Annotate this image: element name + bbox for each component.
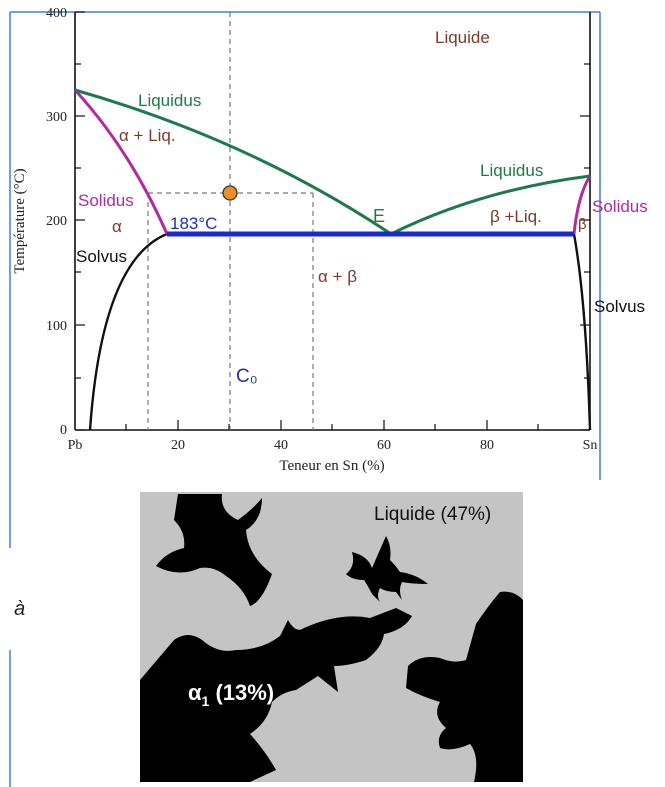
solvus-left-curve — [88, 232, 168, 431]
x-ticks — [125, 420, 539, 430]
region-alpha-beta: α + β — [318, 267, 357, 286]
dendrite-right — [406, 591, 523, 782]
region-alpha: α — [112, 217, 122, 236]
solid-label-subscript: 1 — [202, 693, 210, 709]
liquidus-right-curve — [390, 174, 591, 236]
region-beta: β — [578, 216, 587, 233]
composition-point — [222, 185, 238, 201]
region-beta-liq: β +Liq. — [490, 207, 542, 226]
solidus-right-curve — [572, 175, 592, 235]
region-liquide: Liquide — [435, 28, 490, 47]
label-liquidus-left: Liquidus — [138, 91, 201, 110]
label-solvus-right: Solvus — [594, 297, 645, 316]
label-solidus-right: Solidus — [592, 197, 648, 216]
x-tick-label-80: 80 — [480, 438, 494, 453]
dendrite-top-left — [156, 494, 272, 606]
dendrite-large-center — [140, 608, 412, 782]
y-tick-label-100: 100 — [46, 319, 67, 334]
y-axis-title: Température (°C) — [12, 168, 28, 273]
micrograph-liquid-label: Liquide (47%) — [374, 504, 491, 525]
x-tick-label-60: 60 — [377, 438, 391, 453]
side-note: à — [14, 598, 26, 620]
label-solvus-left: Solvus — [76, 247, 127, 266]
solid-label-alpha: α — [188, 680, 202, 705]
x-axis-title: Teneur en Sn (%) — [279, 458, 384, 474]
region-alpha-liq: α + Liq. — [119, 126, 176, 145]
micrograph-solid-label: α1 (13%) — [188, 680, 274, 709]
solid-label-percent: (13%) — [209, 680, 274, 705]
y-tick-label-300: 300 — [46, 110, 67, 125]
y-tick-label-200: 200 — [46, 214, 67, 229]
composition-label: C₀ — [236, 366, 258, 387]
x-tick-label-40: 40 — [274, 438, 288, 453]
y-tick-label-0: 0 — [60, 423, 67, 438]
x-tick-label-pb: Pb — [68, 438, 83, 453]
label-solidus-left: Solidus — [78, 191, 134, 210]
eutectic-point-label: E — [373, 206, 385, 226]
solidus-left-curve — [73, 88, 169, 235]
dendrite-small — [346, 536, 428, 602]
liquidus-left-curve — [74, 88, 392, 236]
x-tick-label-20: 20 — [171, 438, 185, 453]
eutectic-temp-label: 183°C — [170, 214, 217, 233]
label-liquidus-right: Liquidus — [480, 161, 543, 180]
y-tick-label-400: 400 — [46, 6, 67, 21]
micrograph: Liquide (47%) α1 (13%) — [140, 492, 523, 782]
solvus-right-curve — [572, 233, 592, 431]
x-tick-label-sn: Sn — [583, 438, 598, 453]
